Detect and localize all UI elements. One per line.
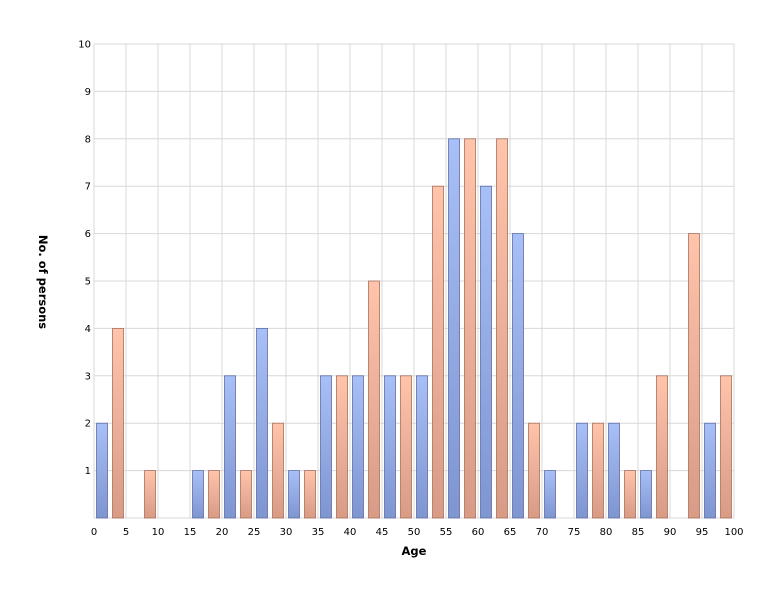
blue-bar [192, 470, 204, 519]
salmon-bar [400, 375, 412, 519]
y-tick-label: 7 [85, 182, 91, 193]
blue-bar [640, 470, 652, 519]
blue-bar [576, 422, 588, 519]
x-axis-title: Age [402, 544, 427, 558]
blue-bar [224, 375, 236, 519]
grid-lines [93, 43, 735, 519]
salmon-bar [336, 375, 348, 519]
salmon-bar [624, 470, 636, 519]
bars [96, 138, 732, 519]
salmon-bar [656, 375, 668, 519]
blue-bar [96, 422, 108, 519]
x-tick-label: 45 [376, 527, 389, 538]
x-tick-label: 10 [152, 527, 165, 538]
tick-labels: 0 5 10 15 20 25 30 35 40 45 50 55 60 65 70 75 80 85 90 95 10… [78, 40, 743, 539]
y-tick-label: 6 [85, 229, 91, 240]
y-axis-title: No. of persons [36, 235, 50, 329]
x-tick-label: 80 [600, 527, 613, 538]
y-tick-label: 5 [85, 277, 91, 288]
x-tick-label: 75 [568, 527, 581, 538]
blue-bar [480, 185, 492, 519]
salmon-bar [368, 280, 380, 519]
y-tick-label: 10 [78, 40, 91, 51]
x-tick-label: 85 [632, 527, 645, 538]
salmon-bar [720, 375, 732, 519]
salmon-bar [272, 422, 284, 519]
x-tick-label: 65 [504, 527, 517, 538]
salmon-bar [496, 138, 508, 519]
salmon-bar [240, 470, 252, 519]
x-tick-label: 70 [536, 527, 549, 538]
blue-bar [512, 233, 524, 519]
x-tick-label: 100 [724, 527, 743, 538]
salmon-bar [144, 470, 156, 519]
y-tick-label: 1 [85, 466, 91, 477]
y-tick-label: 4 [85, 324, 91, 335]
x-tick-label: 35 [312, 527, 325, 538]
salmon-bar [112, 327, 124, 519]
x-tick-label: 90 [664, 527, 677, 538]
blue-bar [416, 375, 428, 519]
x-tick-label: 15 [184, 527, 197, 538]
blue-bar [256, 327, 268, 519]
blue-bar [320, 375, 332, 519]
blue-bar [288, 470, 300, 519]
x-tick-label: 30 [280, 527, 293, 538]
salmon-bar [304, 470, 316, 519]
salmon-bar [528, 422, 540, 519]
y-tick-label: 9 [85, 87, 91, 98]
blue-bar [384, 375, 396, 519]
blue-bar [448, 138, 460, 519]
x-tick-label: 40 [344, 527, 357, 538]
salmon-bar [688, 233, 700, 519]
blue-bar [608, 422, 620, 519]
salmon-bar [208, 470, 220, 519]
salmon-bar [464, 138, 476, 519]
salmon-bar [592, 422, 604, 519]
y-tick-label: 3 [85, 371, 91, 382]
salmon-bar [432, 185, 444, 519]
x-tick-label: 50 [408, 527, 421, 538]
blue-bar [352, 375, 364, 519]
x-tick-label: 60 [472, 527, 485, 538]
y-tick-label: 8 [85, 134, 91, 145]
x-tick-label: 95 [696, 527, 709, 538]
x-tick-label: 5 [123, 527, 129, 538]
blue-bar [544, 470, 556, 519]
y-tick-label: 2 [85, 419, 91, 430]
x-tick-label: 0 [91, 527, 97, 538]
blue-bar [704, 422, 716, 519]
x-tick-label: 55 [440, 527, 453, 538]
x-tick-label: 25 [248, 527, 261, 538]
x-tick-label: 20 [216, 527, 229, 538]
